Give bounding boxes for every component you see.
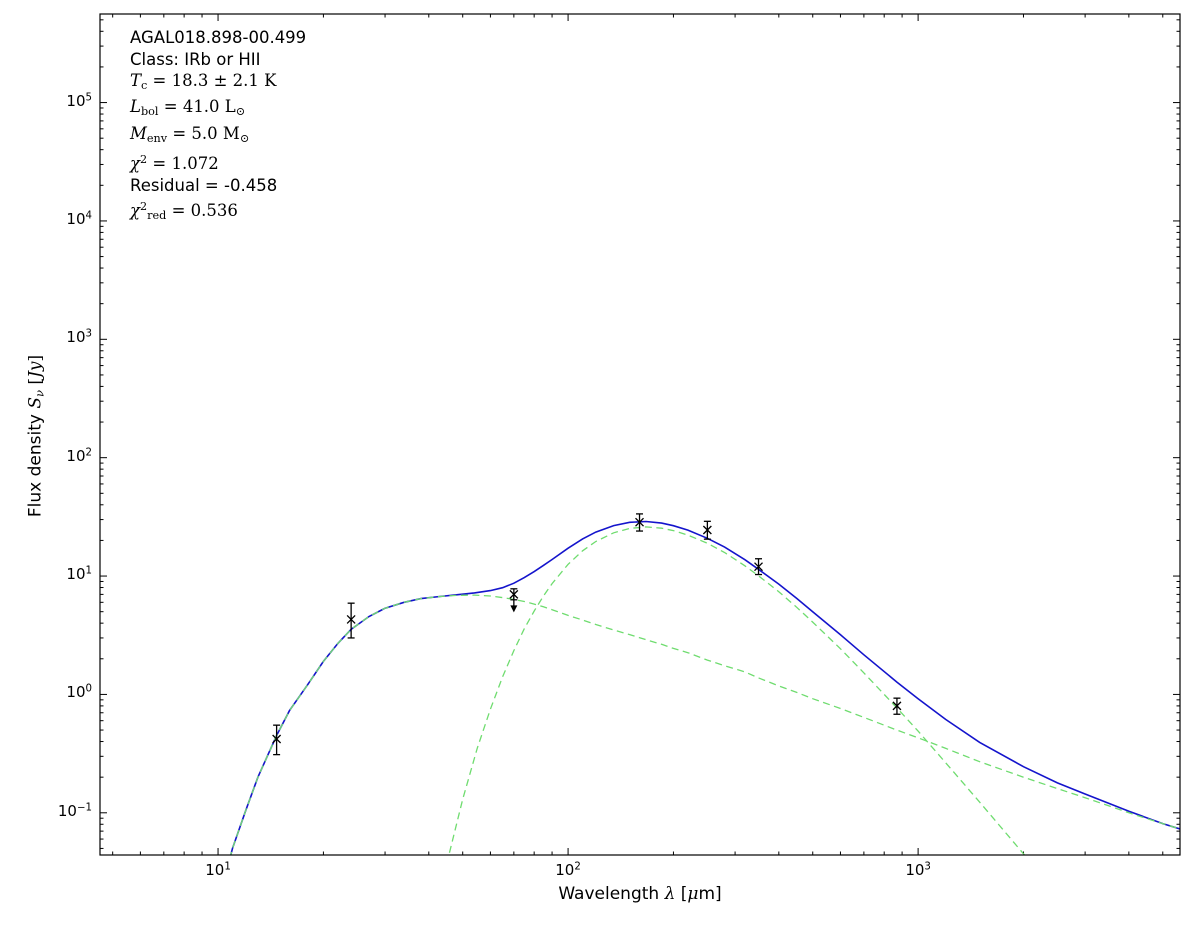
warm-component-curve: [230, 594, 1180, 855]
annotation-line: χ2red = 0.536: [130, 200, 238, 222]
x-tick-label: 102: [555, 861, 581, 879]
y-tick-label: 10−1: [57, 801, 92, 820]
annotation-line: Menv = 5.0 M⊙: [130, 123, 250, 145]
data-point: [272, 724, 282, 756]
annotation-line: Lbol = 41.0 L⊙: [130, 97, 246, 119]
y-axis-label: Flux density Sν [Jy]: [25, 354, 47, 518]
fit-parameters-annotation: AGAL018.898-00.499 Class: IRb or HII Tc = …: [130, 27, 306, 227]
annotation-line: Tc = 18.3 ± 2.1 K: [130, 71, 277, 92]
model-total-curve: [229, 520, 1180, 855]
annotation-line: χ2 = 1.072: [130, 152, 219, 174]
x-tick-label: 101: [205, 861, 231, 879]
data-point: [892, 697, 902, 715]
data-point: [635, 513, 644, 532]
data-point: [702, 520, 712, 540]
x-tick-label: 103: [905, 861, 931, 879]
annotation-line: AGAL018.898-00.499: [130, 28, 307, 47]
cold-component-curve: [448, 526, 1026, 855]
y-tick-label: 103: [66, 328, 92, 347]
axes-frame: [99, 13, 1181, 856]
y-tick-label: 100: [66, 683, 92, 702]
annotation-line: Residual = -0.458: [130, 175, 278, 195]
x-axis-label: Wavelength λ [μm]: [558, 884, 722, 904]
annotation-line: Class: IRb or HII: [130, 49, 261, 69]
y-tick-label: 105: [66, 91, 92, 110]
data-point: [754, 558, 763, 576]
y-tick-label: 101: [66, 565, 92, 584]
y-tick-label: 104: [66, 209, 92, 228]
y-tick-label: 102: [66, 446, 92, 465]
upper-limit-point: [509, 588, 519, 613]
data-point: [346, 602, 356, 639]
